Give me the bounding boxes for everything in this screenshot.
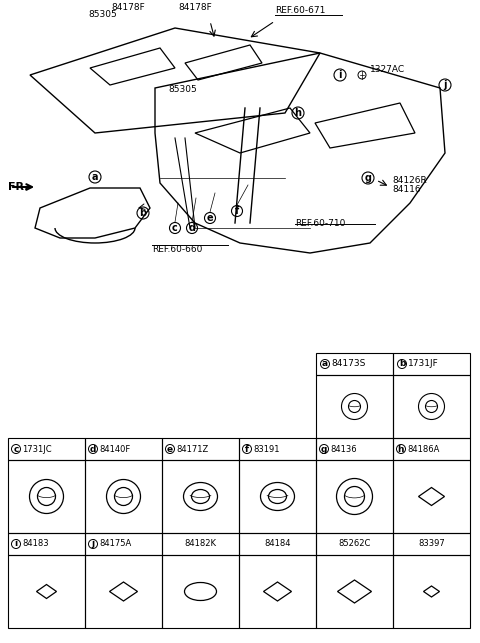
Text: REF.60-660: REF.60-660 xyxy=(152,245,203,254)
Text: 1731JC: 1731JC xyxy=(22,444,52,453)
Text: 85305: 85305 xyxy=(89,10,118,19)
Text: d: d xyxy=(90,444,96,453)
Text: g: g xyxy=(364,173,372,183)
Text: a: a xyxy=(92,172,98,182)
Text: 83191: 83191 xyxy=(253,444,279,453)
Text: 85262C: 85262C xyxy=(338,539,371,548)
Text: a: a xyxy=(322,359,328,368)
Text: 84116: 84116 xyxy=(392,185,420,194)
Text: 83397: 83397 xyxy=(418,539,445,548)
Text: 1327AC: 1327AC xyxy=(370,64,405,73)
Text: b: b xyxy=(399,359,405,368)
Text: 84140F: 84140F xyxy=(99,444,130,453)
Text: 1731JF: 1731JF xyxy=(408,359,439,368)
Text: 84186A: 84186A xyxy=(407,444,439,453)
Text: REF.60-671: REF.60-671 xyxy=(275,6,325,15)
Text: 84183: 84183 xyxy=(22,539,48,548)
Text: FR.: FR. xyxy=(8,182,28,192)
Text: f: f xyxy=(245,444,249,453)
Text: j: j xyxy=(443,80,447,90)
Text: g: g xyxy=(321,444,327,453)
Text: 84184: 84184 xyxy=(264,539,291,548)
Text: 84126R: 84126R xyxy=(392,176,427,185)
Text: j: j xyxy=(91,539,95,548)
Text: 84171Z: 84171Z xyxy=(176,444,208,453)
Text: h: h xyxy=(295,108,301,118)
Text: c: c xyxy=(172,223,178,233)
Text: REF.60-710: REF.60-710 xyxy=(295,219,346,228)
Text: 84178F: 84178F xyxy=(111,3,145,12)
Text: 84173S: 84173S xyxy=(331,359,365,368)
Text: 84182K: 84182K xyxy=(184,539,216,548)
Text: i: i xyxy=(338,70,342,80)
Text: h: h xyxy=(398,444,404,453)
Text: e: e xyxy=(207,213,213,223)
Text: d: d xyxy=(189,223,195,233)
Text: i: i xyxy=(14,539,18,548)
Text: f: f xyxy=(235,206,239,216)
Text: 84178F: 84178F xyxy=(178,3,212,12)
Text: c: c xyxy=(13,444,19,453)
Text: b: b xyxy=(139,208,146,218)
Text: 84136: 84136 xyxy=(330,444,357,453)
Text: 85305: 85305 xyxy=(168,86,197,95)
Text: 84175A: 84175A xyxy=(99,539,131,548)
Text: e: e xyxy=(167,444,173,453)
